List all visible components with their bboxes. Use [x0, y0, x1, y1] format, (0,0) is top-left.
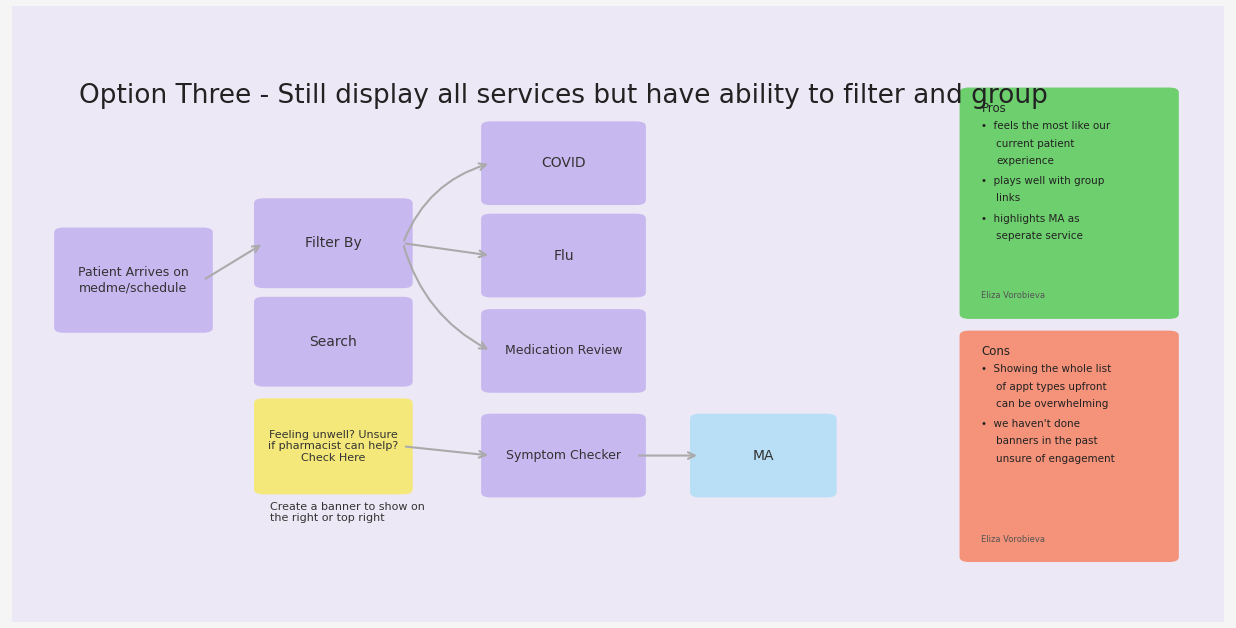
Text: Option Three - Still display all services but have ability to filter and group: Option Three - Still display all service…: [79, 84, 1048, 109]
Text: Feeling unwell? Unsure
if pharmacist can help?
Check Here: Feeling unwell? Unsure if pharmacist can…: [268, 430, 398, 463]
Text: Pros: Pros: [981, 102, 1006, 115]
Text: seperate service: seperate service: [996, 231, 1083, 241]
Text: banners in the past: banners in the past: [996, 436, 1098, 447]
Text: Medication Review: Medication Review: [504, 344, 622, 357]
Text: Eliza Vorobieva: Eliza Vorobieva: [981, 534, 1046, 544]
Text: Symptom Checker: Symptom Checker: [506, 449, 620, 462]
FancyBboxPatch shape: [959, 87, 1179, 319]
Text: links: links: [996, 193, 1020, 203]
FancyBboxPatch shape: [481, 414, 646, 497]
Text: Eliza Vorobieva: Eliza Vorobieva: [981, 291, 1046, 300]
FancyBboxPatch shape: [255, 198, 413, 288]
Text: unsure of engagement: unsure of engagement: [996, 453, 1115, 463]
Text: Filter By: Filter By: [305, 236, 362, 250]
FancyBboxPatch shape: [481, 309, 646, 392]
Text: •  feels the most like our: • feels the most like our: [981, 121, 1111, 131]
Text: •  plays well with group: • plays well with group: [981, 176, 1105, 186]
Text: MA: MA: [753, 448, 774, 463]
FancyBboxPatch shape: [255, 398, 413, 494]
FancyBboxPatch shape: [54, 227, 213, 333]
Text: experience: experience: [996, 156, 1054, 166]
Text: of appt types upfront: of appt types upfront: [996, 382, 1106, 392]
Text: Flu: Flu: [554, 249, 574, 263]
FancyBboxPatch shape: [481, 214, 646, 298]
Text: COVID: COVID: [541, 156, 586, 170]
Text: •  we haven't done: • we haven't done: [981, 420, 1080, 430]
Text: can be overwhelming: can be overwhelming: [996, 399, 1109, 409]
Text: •  Showing the whole list: • Showing the whole list: [981, 364, 1111, 374]
Text: Search: Search: [309, 335, 357, 349]
Text: current patient: current patient: [996, 139, 1074, 149]
Text: Cons: Cons: [981, 345, 1010, 358]
FancyBboxPatch shape: [255, 297, 413, 387]
Text: •  highlights MA as: • highlights MA as: [981, 214, 1080, 224]
FancyBboxPatch shape: [690, 414, 837, 497]
Text: Patient Arrives on
medme/schedule: Patient Arrives on medme/schedule: [78, 266, 189, 294]
FancyBboxPatch shape: [481, 121, 646, 205]
FancyBboxPatch shape: [959, 330, 1179, 562]
Text: Create a banner to show on
the right or top right: Create a banner to show on the right or …: [269, 502, 425, 523]
